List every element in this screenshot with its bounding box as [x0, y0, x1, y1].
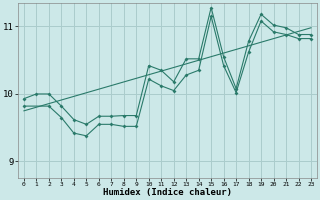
X-axis label: Humidex (Indice chaleur): Humidex (Indice chaleur): [103, 188, 232, 197]
